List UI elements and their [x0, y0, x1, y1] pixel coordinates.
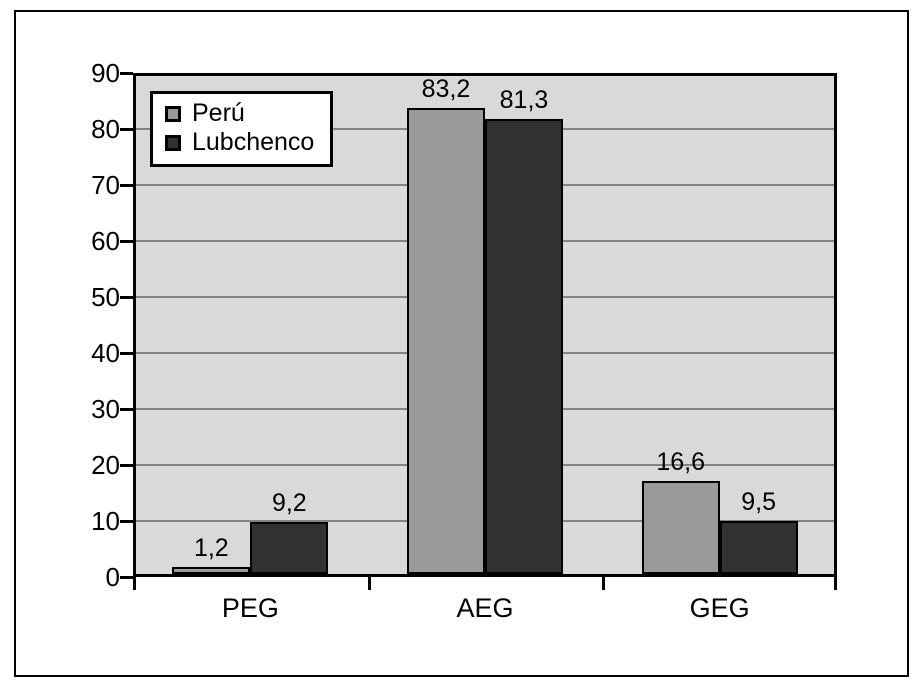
x-axis-tick-0 [133, 577, 136, 590]
legend-label-lubchenco: Lubchenco [192, 128, 315, 156]
y-axis-label-30: 30 [91, 394, 120, 424]
legend-marker-perú-icon [165, 105, 181, 122]
legend-item-lubchenco: Lubchenco [165, 128, 314, 157]
legend-item-perú: Perú [165, 99, 314, 128]
y-axis-label-10: 10 [91, 506, 120, 536]
x-axis-tick-1 [367, 577, 371, 590]
bar-lubchenco-peg [250, 522, 329, 574]
bar-value-label-lubchenco-geg: 9,5 [741, 487, 777, 516]
x-axis-tick-2 [602, 577, 606, 590]
y-axis-tick-20 [120, 463, 133, 467]
y-axis-tick-50 [120, 295, 133, 299]
y-axis-tick-60 [120, 239, 133, 243]
x-axis-tick-3 [834, 577, 837, 590]
y-axis-label-40: 40 [91, 338, 120, 368]
legend-marker-lubchenco-icon [165, 134, 181, 151]
y-axis-tick-30 [120, 407, 133, 411]
y-axis-label-50: 50 [91, 282, 120, 312]
bar-perú-geg [641, 481, 720, 574]
bar-lubchenco-aeg [485, 118, 563, 574]
bar-value-label-perú-geg: 16,6 [656, 448, 705, 477]
y-axis-label-0: 0 [105, 562, 120, 592]
legend: Perú Lubchenco [150, 91, 334, 167]
bar-lubchenco-geg [719, 520, 798, 574]
y-axis-tick-90 [120, 71, 133, 75]
y-axis-tick-40 [120, 351, 133, 355]
bar-value-label-perú-aeg: 83,2 [421, 75, 471, 104]
y-axis-tick-10 [120, 519, 133, 523]
y-axis-label-90: 90 [91, 58, 120, 88]
bar-value-label-perú-peg: 1,2 [193, 534, 229, 563]
y-axis-tick-80 [120, 127, 133, 131]
y-axis-tick-70 [120, 183, 133, 187]
y-axis-tick-0 [120, 575, 133, 579]
y-axis-label-80: 80 [91, 114, 120, 144]
legend-label-perú: Perú [192, 99, 245, 127]
y-axis-label-20: 20 [91, 450, 120, 480]
bar-value-label-lubchenco-peg: 9,2 [271, 489, 307, 518]
bar-perú-aeg [407, 108, 485, 574]
y-axis-label-70: 70 [91, 170, 120, 200]
bar-perú-peg [172, 567, 251, 574]
bar-value-label-lubchenco-aeg: 81,3 [499, 85, 549, 114]
x-axis-label-aeg: AEG [456, 593, 514, 623]
x-axis-label-peg: PEG [221, 593, 279, 623]
x-axis-label-geg: GEG [689, 593, 750, 623]
y-axis-label-60: 60 [91, 226, 120, 256]
